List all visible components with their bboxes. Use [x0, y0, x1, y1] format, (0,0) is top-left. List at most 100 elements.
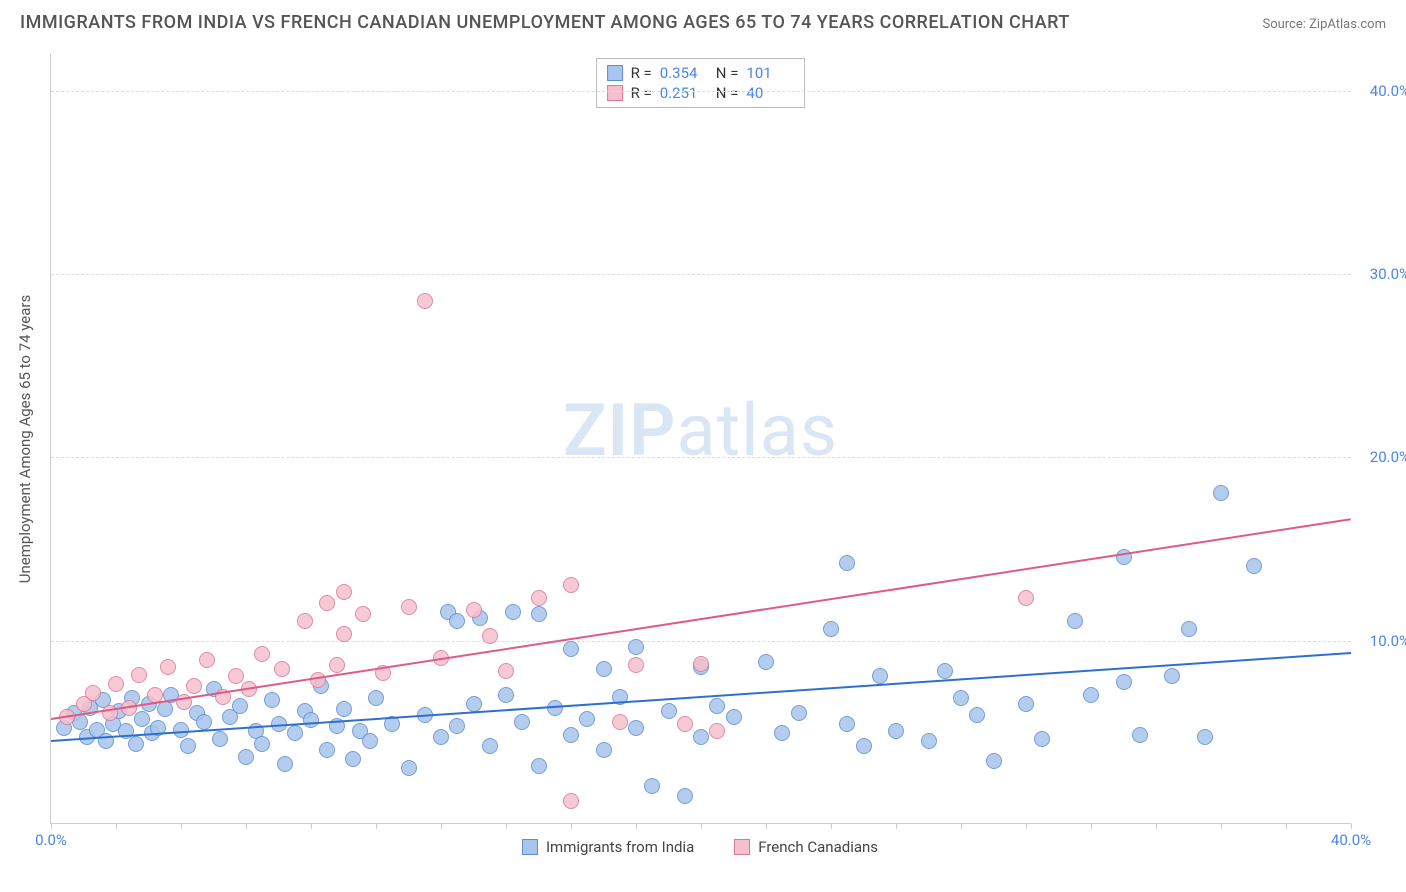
data-point — [1083, 687, 1099, 703]
data-point — [693, 656, 709, 672]
data-point — [791, 705, 807, 721]
y-tick-label: 20.0% — [1370, 448, 1406, 466]
x-minor-tick — [831, 823, 832, 829]
data-point — [709, 698, 725, 714]
data-point — [319, 742, 335, 758]
data-point — [297, 613, 313, 629]
data-point — [531, 758, 547, 774]
n-label: N = — [716, 84, 739, 102]
data-point — [498, 663, 514, 679]
legend-item: Immigrants from India — [522, 838, 694, 856]
legend-label: Immigrants from India — [546, 838, 694, 856]
data-point — [677, 788, 693, 804]
x-minor-tick — [376, 823, 377, 829]
data-point — [199, 652, 215, 668]
data-point — [628, 720, 644, 736]
x-minor-tick — [116, 823, 117, 829]
data-point — [482, 628, 498, 644]
data-point — [362, 733, 378, 749]
data-point — [937, 663, 953, 679]
n-value: 101 — [746, 64, 794, 82]
x-minor-tick — [1156, 823, 1157, 829]
x-minor-tick — [246, 823, 247, 829]
data-point — [173, 722, 189, 738]
x-minor-tick — [636, 823, 637, 829]
x-minor-tick — [896, 823, 897, 829]
legend-swatch — [607, 65, 623, 81]
data-point — [726, 709, 742, 725]
gridline — [51, 91, 1351, 92]
x-minor-tick — [766, 823, 767, 829]
data-point — [839, 555, 855, 571]
data-point — [1132, 727, 1148, 743]
series-legend: Immigrants from India French Canadians — [50, 838, 1350, 856]
watermark: ZIPatlas — [563, 388, 838, 473]
data-point — [1197, 729, 1213, 745]
legend-item: French Canadians — [734, 838, 878, 856]
data-point — [160, 659, 176, 675]
data-point — [531, 590, 547, 606]
data-point — [514, 714, 530, 730]
data-point — [1213, 485, 1229, 501]
data-point — [872, 668, 888, 684]
data-point — [563, 641, 579, 657]
data-point — [336, 584, 352, 600]
data-point — [1018, 696, 1034, 712]
data-point — [157, 701, 173, 717]
data-point — [1181, 621, 1197, 637]
data-point — [1246, 558, 1262, 574]
data-point — [563, 727, 579, 743]
stats-row: R =0.251N =40 — [607, 83, 795, 103]
x-minor-tick — [181, 823, 182, 829]
data-point — [709, 723, 725, 739]
y-tick-label: 10.0% — [1370, 632, 1406, 650]
data-point — [596, 742, 612, 758]
r-label: R = — [631, 64, 652, 82]
chart-header: IMMIGRANTS FROM INDIA VS FRENCH CANADIAN… — [0, 0, 1406, 39]
gridline — [51, 274, 1351, 275]
data-point — [758, 654, 774, 670]
data-point — [1164, 668, 1180, 684]
data-point — [612, 714, 628, 730]
data-point — [417, 293, 433, 309]
data-point — [498, 687, 514, 703]
data-point — [482, 738, 498, 754]
legend-swatch — [734, 839, 750, 855]
data-point — [661, 703, 677, 719]
y-tick-label: 40.0% — [1370, 82, 1406, 100]
data-point — [196, 714, 212, 730]
data-point — [277, 756, 293, 772]
data-point — [433, 729, 449, 745]
data-point — [505, 604, 521, 620]
data-point — [131, 667, 147, 683]
stats-row: R =0.354N =101 — [607, 63, 795, 83]
data-point — [1018, 590, 1034, 606]
data-point — [180, 738, 196, 754]
x-minor-tick — [1286, 823, 1287, 829]
data-point — [449, 613, 465, 629]
data-point — [888, 723, 904, 739]
data-point — [466, 602, 482, 618]
data-point — [319, 595, 335, 611]
data-point — [579, 711, 595, 727]
data-point — [355, 606, 371, 622]
x-minor-tick — [1026, 823, 1027, 829]
legend-swatch — [522, 839, 538, 855]
trend-line — [51, 518, 1351, 720]
data-point — [693, 729, 709, 745]
data-point — [839, 716, 855, 732]
data-point — [953, 690, 969, 706]
data-point — [85, 685, 101, 701]
data-point — [287, 725, 303, 741]
data-point — [628, 657, 644, 673]
data-point — [1116, 674, 1132, 690]
legend-label: French Canadians — [758, 838, 878, 856]
data-point — [336, 701, 352, 717]
data-point — [986, 753, 1002, 769]
data-point — [531, 606, 547, 622]
data-point — [969, 707, 985, 723]
data-point — [921, 733, 937, 749]
data-point — [596, 661, 612, 677]
x-minor-tick — [1221, 823, 1222, 829]
data-point — [310, 672, 326, 688]
